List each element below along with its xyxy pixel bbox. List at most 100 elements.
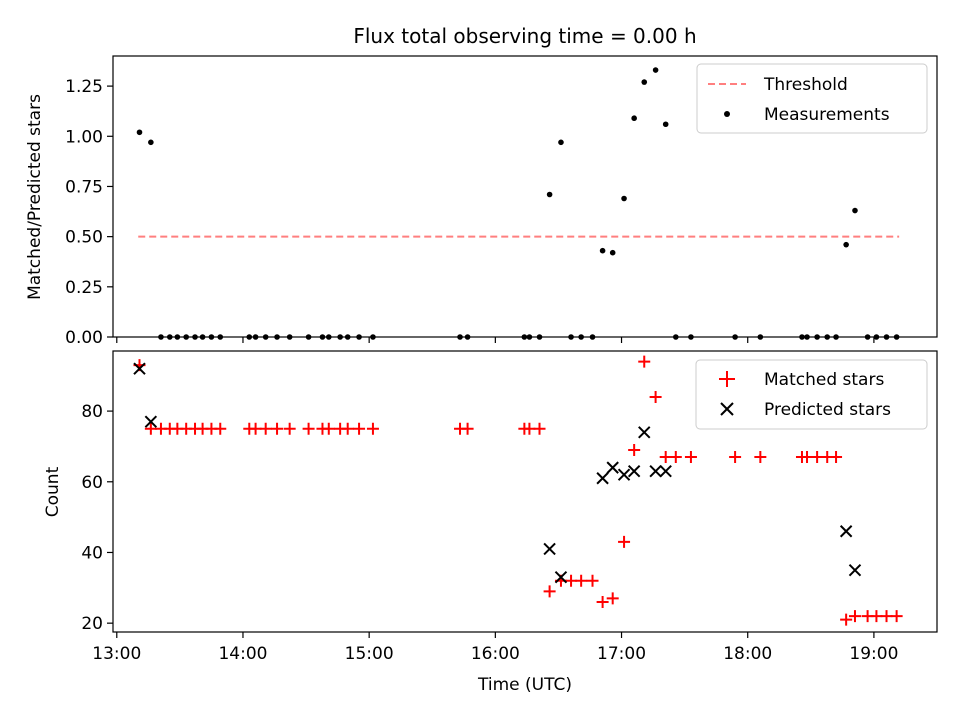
matched-star-mark: [249, 422, 262, 435]
matched-star-mark: [565, 574, 578, 587]
measurement-point: [536, 334, 543, 340]
measurement-point: [521, 334, 528, 340]
matched-star-mark: [801, 451, 814, 464]
measurement-point: [136, 129, 143, 136]
bottom-x-tick-label: 13:00: [92, 644, 141, 664]
matched-star-mark: [830, 451, 843, 464]
matched-star-mark: [890, 610, 903, 623]
matched-star-mark: [811, 451, 824, 464]
matched-star-mark: [366, 422, 379, 435]
measurement-point: [319, 334, 326, 340]
matched-star-mark: [283, 422, 296, 435]
measurement-point: [286, 334, 293, 340]
predicted-star-mark: [638, 426, 651, 439]
matched-star-mark: [880, 610, 893, 623]
matched-star-mark: [754, 451, 767, 464]
matched-star-mark: [606, 592, 619, 605]
measurement-point: [824, 334, 831, 340]
predicted-star-mark: [617, 468, 631, 481]
measurement-point: [732, 334, 738, 340]
measurement-point: [873, 334, 880, 340]
bottom-x-tick-label: 18:00: [723, 644, 772, 664]
measurement-point: [337, 334, 343, 340]
bottom-panel-frame: [112, 350, 938, 633]
measurement-point: [558, 139, 564, 146]
bottom-x-tick-label: 15:00: [345, 644, 394, 664]
bottom-x-tick-label: 14:00: [218, 644, 267, 664]
top-legend: Threshold Measurements: [696, 63, 928, 134]
measurement-point: [344, 334, 351, 340]
bottom-y-axis-label: Count: [43, 466, 63, 517]
measurement-point: [662, 121, 669, 128]
measurement-point: [148, 139, 154, 146]
measurement-point: [631, 115, 637, 122]
top-y-ticks: 0.00 0.25 0.50 0.75 1.00 1.25: [65, 77, 113, 348]
measurement-point: [158, 334, 164, 340]
top-legend-box: [696, 63, 928, 134]
legend-measurements-label: Measurements: [764, 105, 890, 125]
measurement-point: [672, 334, 679, 340]
measurement-point: [641, 79, 648, 85]
top-y-tick-label: 0.25: [65, 278, 103, 298]
measurement-point: [757, 334, 764, 340]
matched-star-mark: [669, 451, 682, 464]
bottom-x-tick-label: 16:00: [471, 644, 520, 664]
predicted-star-mark: [649, 464, 662, 478]
measurement-point: [305, 334, 312, 340]
predicted-star-mark: [596, 472, 609, 485]
matched-star-mark: [302, 422, 315, 435]
measurement-point: [568, 334, 574, 340]
bottom-x-ticks: 13:00 14:00 15:00 16:00 17:00 18:00 19:00: [92, 632, 898, 664]
predicted-star-mark: [659, 464, 672, 478]
bottom-y-tick-label: 80: [81, 402, 103, 422]
measurement-points: [136, 67, 900, 340]
bottom-x-tick-label: 19:00: [849, 644, 898, 664]
matched-star-mark: [840, 613, 853, 626]
measurement-point: [852, 207, 858, 214]
measurement-point: [252, 334, 259, 340]
measurement-point: [356, 334, 362, 340]
top-y-tick-label: 1.00: [65, 127, 103, 147]
matched-star-mark: [870, 610, 883, 623]
legend-threshold-label: Threshold: [763, 75, 848, 95]
measurement-point: [526, 334, 533, 340]
measurement-point: [464, 334, 471, 340]
matched-star-mark: [271, 422, 284, 435]
legend-matched-label: Matched stars: [764, 370, 884, 390]
matched-star-mark: [533, 422, 546, 435]
matched-star-mark: [586, 574, 599, 587]
legend-predicted-label: Predicted stars: [764, 400, 891, 420]
matched-star-mark: [322, 422, 335, 435]
measurement-point: [833, 334, 839, 340]
matched-star-mark: [144, 422, 157, 435]
measurement-point: [578, 334, 584, 340]
measurement-point: [192, 334, 198, 340]
predicted-star-mark: [627, 464, 641, 478]
matched-star-mark: [649, 390, 662, 403]
predicted-star-mark: [543, 542, 556, 556]
measurement-point: [217, 334, 224, 340]
top-y-tick-label: 0.75: [65, 177, 103, 197]
measurement-point: [174, 334, 181, 340]
measurement-point: [166, 334, 173, 340]
measurement-point: [546, 191, 553, 198]
measurement-point: [274, 334, 280, 340]
predicted-star-mark: [144, 415, 158, 428]
measurement-point: [893, 334, 900, 340]
matched-star-mark: [543, 585, 556, 598]
top-y-tick-label: 0.00: [65, 328, 103, 348]
legend-predicted-swatch: [720, 402, 734, 416]
predicted-star-marks: [133, 362, 862, 584]
x-axis-label: Time (UTC): [477, 675, 572, 695]
measurement-point: [864, 334, 871, 340]
bottom-y-tick-label: 60: [81, 473, 103, 493]
matched-star-mark: [259, 422, 272, 435]
legend-measurements-swatch: [724, 111, 730, 117]
predicted-star-mark: [606, 461, 619, 474]
matched-star-mark: [848, 610, 861, 623]
chart-title: Flux total observing time = 0.00 h: [353, 24, 696, 48]
measurement-point: [599, 247, 606, 254]
measurement-point: [883, 334, 890, 340]
